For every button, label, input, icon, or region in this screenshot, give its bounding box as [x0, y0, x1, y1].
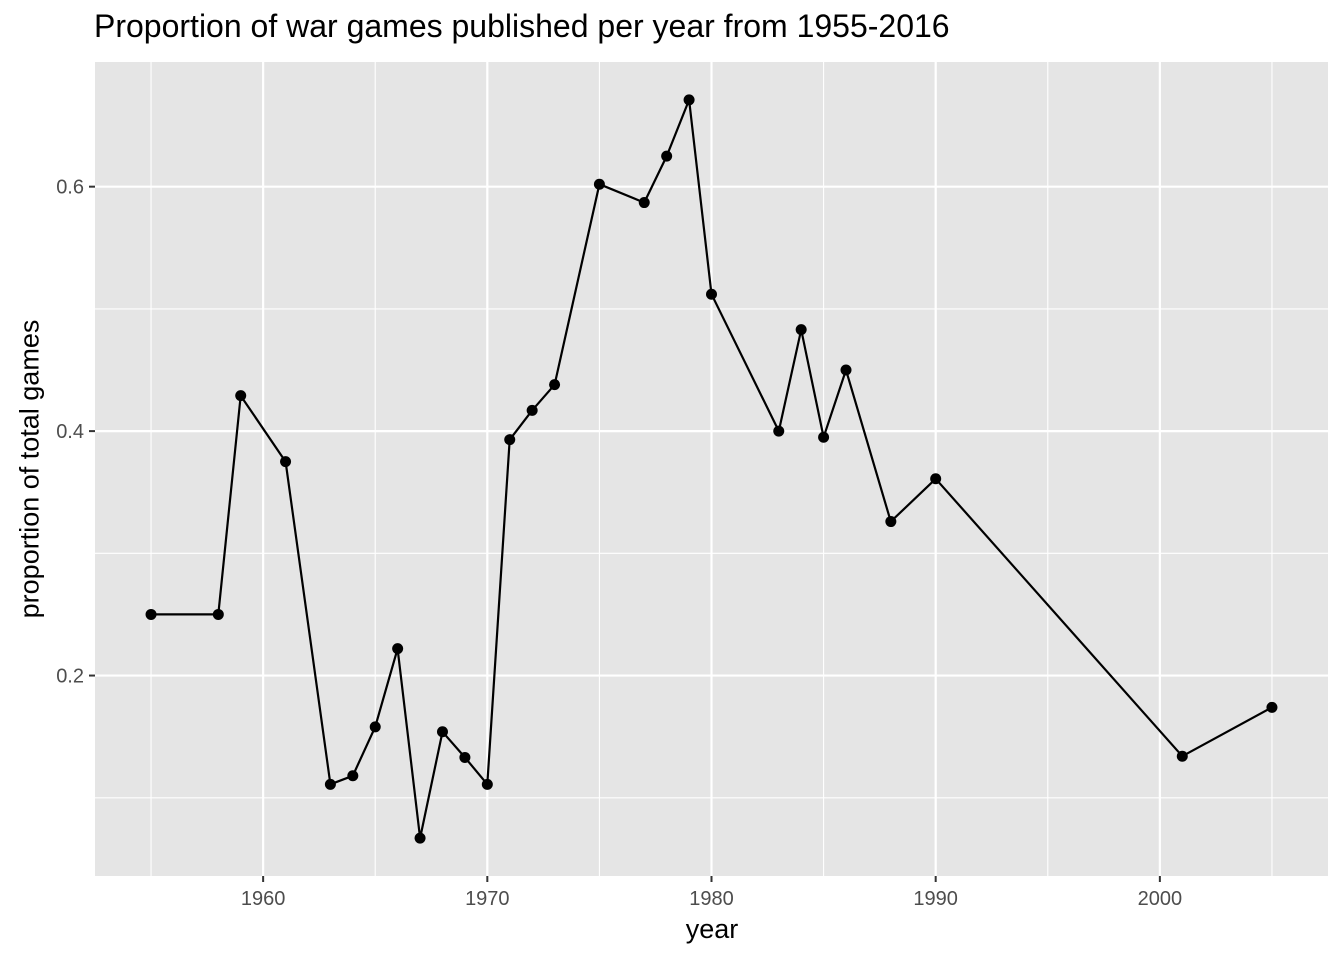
data-point [280, 456, 292, 468]
data-point [840, 364, 852, 376]
data-point [683, 94, 695, 106]
data-point [504, 434, 516, 446]
data-point [526, 404, 538, 416]
data-point [1266, 701, 1278, 713]
data-point [549, 379, 561, 391]
major-gridlines [95, 62, 1328, 876]
data-point [436, 726, 448, 738]
y-axis-label: proportion of total games [14, 319, 45, 619]
data-point [795, 324, 807, 336]
data-point [347, 770, 359, 782]
data-point [414, 832, 426, 844]
series-line [151, 98, 1273, 840]
data-points [145, 94, 1278, 844]
data-point [392, 643, 404, 655]
data-point [593, 178, 605, 190]
series-line-group [151, 98, 1273, 840]
x-tick-label: 1960 [241, 888, 286, 910]
data-point [818, 431, 830, 443]
x-tick-label: 1970 [465, 888, 510, 910]
data-point [661, 150, 673, 162]
y-tick-label: 0.2 [56, 666, 84, 688]
y-tick-label: 0.4 [56, 421, 84, 443]
x-axis-label: year [685, 914, 739, 944]
data-point [638, 197, 650, 209]
data-point [369, 721, 381, 733]
x-tick-label: 2000 [1138, 888, 1183, 910]
data-point [145, 608, 157, 620]
chart-title: Proportion of war games published per ye… [94, 8, 950, 44]
data-point [930, 473, 942, 485]
y-tick-label: 0.6 [56, 177, 84, 199]
data-point [235, 390, 247, 402]
data-point [324, 778, 336, 790]
data-point [706, 288, 717, 300]
data-point [773, 425, 785, 437]
x-tick-label: 1980 [689, 888, 734, 910]
data-point [885, 516, 897, 528]
axis-ticks: 1960 1970 1980 1990 2000 0.2 0.4 0.6 [56, 177, 1182, 910]
data-point [459, 751, 471, 763]
data-point [212, 608, 224, 620]
data-point [1176, 750, 1188, 762]
x-tick-label: 1990 [913, 888, 958, 910]
data-point [481, 778, 493, 790]
